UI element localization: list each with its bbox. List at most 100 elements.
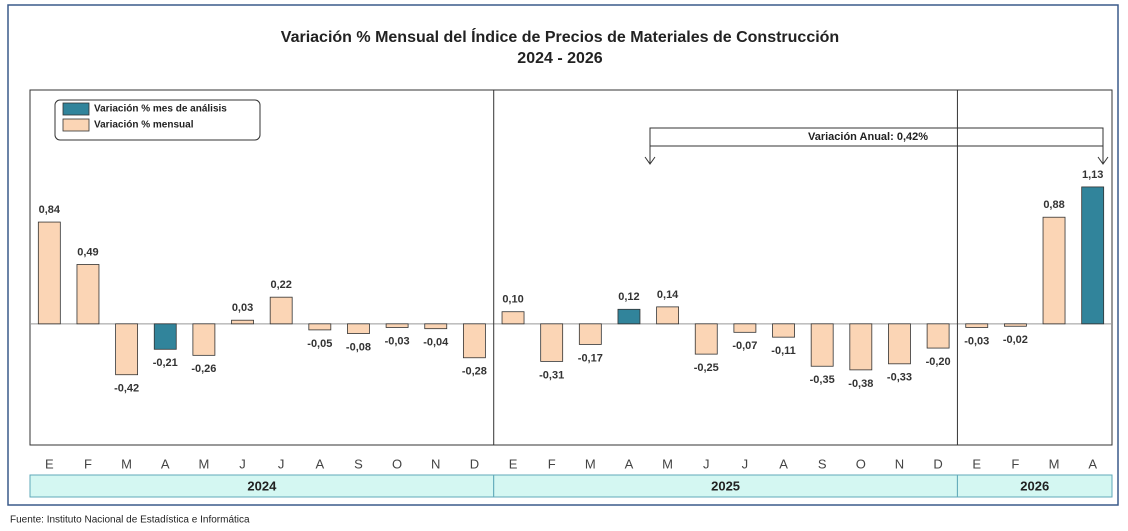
x-tick-label: F [84,456,92,471]
legend-label: Variación % mes de análisis [94,104,227,115]
x-tick-label: D [933,456,942,471]
value-label: -0,28 [462,366,487,378]
bar [1042,216,1066,325]
value-label: -0,20 [926,356,951,368]
bar [501,311,525,325]
x-tick-label: J [703,456,710,471]
x-tick-label: N [431,456,440,471]
bar [733,323,757,333]
value-label: -0,42 [114,383,139,395]
x-tick-label: M [1049,456,1060,471]
value-label: -0,21 [153,357,178,369]
bar [772,323,795,338]
bar [810,323,834,367]
x-tick-label: E [509,456,518,471]
value-label: 0,49 [77,246,98,258]
bar [1081,186,1105,325]
chart-title: Variación % Mensual del Índice de Precio… [281,27,839,46]
plot-frame [29,89,1113,446]
chart-frame [7,4,1119,506]
bar [656,306,680,325]
x-tick-label: F [1011,456,1019,471]
value-label: 0,12 [618,291,639,303]
x-tick-label: A [625,456,634,471]
bar [888,323,911,365]
x-tick-label: A [1088,456,1097,471]
legend-swatch [62,102,90,116]
bar [578,323,602,345]
value-label: -0,08 [346,341,371,353]
x-tick-label: A [779,456,788,471]
x-tick-label: J [742,456,749,471]
x-tick-label: F [548,456,556,471]
legend [54,99,261,141]
legend-label: Variación % mensual [94,120,194,131]
x-tick-label: O [856,456,866,471]
bar [231,319,254,325]
value-label: -0,03 [385,335,410,347]
x-tick-label: M [585,456,596,471]
year-label: 2026 [1020,478,1049,493]
value-label: -0,03 [964,335,989,347]
year-label: 2025 [711,478,740,493]
x-tick-label: A [161,456,170,471]
x-tick-label: D [470,456,479,471]
bar [617,308,641,325]
value-label: -0,07 [732,340,757,352]
value-label: -0,04 [423,337,449,349]
x-tick-label: S [354,456,363,471]
bar [192,323,216,356]
bar [269,296,293,325]
value-label: -0,31 [539,369,564,381]
bar [540,323,564,362]
annotation: Variación Anual: 0,42% [808,131,928,143]
value-label: -0,05 [307,338,332,350]
bar [153,323,177,350]
value-label: 1,13 [1082,169,1103,181]
value-label: -0,11 [771,345,795,357]
bar [1003,323,1027,327]
bar [385,323,409,328]
bar [965,323,989,328]
value-label: 0,10 [502,294,523,306]
x-tick-label: A [315,456,324,471]
x-tick-label: M [662,456,673,471]
bar [424,323,448,330]
legend-swatch [62,118,90,132]
bar [37,221,61,325]
bar [849,323,873,371]
bar [76,264,100,325]
x-tick-label: E [972,456,981,471]
bar [347,323,370,334]
bar [926,323,950,349]
x-tick-label: M [198,456,209,471]
bar [694,323,718,355]
value-label: 0,22 [270,279,291,291]
value-label: 0,88 [1043,199,1064,211]
bar [308,323,332,331]
year-label: 2024 [247,478,277,493]
value-label: 0,84 [39,204,61,216]
value-label: -0,02 [1003,334,1028,346]
source: Fuente: Instituto Nacional de Estadístic… [10,515,250,526]
x-tick-label: M [121,456,132,471]
chart-subtitle: 2024 - 2026 [517,50,603,67]
x-tick-label: O [392,456,402,471]
value-label: -0,17 [578,352,603,364]
x-tick-label: J [278,456,285,471]
value-label: 0,03 [232,302,253,314]
value-label: -0,33 [887,372,912,384]
year-cell [956,474,1113,498]
value-label: -0,35 [810,374,835,386]
annotation-bracket [644,127,1109,165]
bar [462,323,486,359]
value-label: -0,25 [694,362,719,374]
x-tick-label: E [45,456,54,471]
x-tick-label: S [818,456,827,471]
value-label: -0,26 [191,363,216,375]
x-tick-label: N [895,456,904,471]
value-label: -0,38 [848,378,873,390]
bar [115,323,139,376]
value-label: 0,14 [657,289,679,301]
